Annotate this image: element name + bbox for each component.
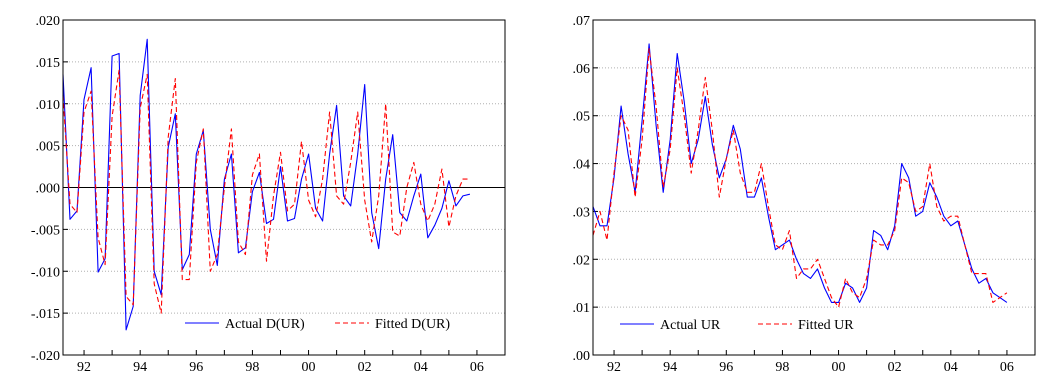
y-tick-label: .06 xyxy=(573,62,591,77)
y-tick-label: .02 xyxy=(573,253,591,268)
y-tick-label: .03 xyxy=(573,205,591,220)
x-tick-label: 98 xyxy=(775,360,789,375)
y-tick-label: .01 xyxy=(573,301,591,316)
x-tick-label: 96 xyxy=(189,360,203,375)
legend-label: Actual D(UR) xyxy=(225,317,305,332)
x-tick-label: 00 xyxy=(302,360,316,375)
plot-frame xyxy=(62,19,506,356)
x-tick-label: 06 xyxy=(1000,360,1014,375)
y-tick-label: .05 xyxy=(573,110,591,125)
y-tick-label: .005 xyxy=(36,140,61,155)
y-tick-label: .07 xyxy=(573,14,591,29)
legend-label: Fitted UR xyxy=(798,318,854,333)
chart-dur-actual-vs-fitted: .020 .015 .010 .005 .000 -.005 -.010 -.015 -.020… xyxy=(31,14,506,375)
x-tick-label: 02 xyxy=(358,360,372,375)
series-line-fitted xyxy=(592,48,1008,308)
x-tick-label: 98 xyxy=(245,360,259,375)
chart-ur-actual-vs-fitted: .07 .06 .05 .04 .03 .02 .01 .00 92 94 96 98 00 02 04 06… xyxy=(573,14,1036,375)
series-line-actual xyxy=(592,43,1008,303)
x-tick-label: 96 xyxy=(719,360,733,375)
y-tick-label: -.015 xyxy=(31,307,60,322)
series-line-actual xyxy=(62,38,471,331)
y-tick-label: .020 xyxy=(36,14,61,29)
x-tick-label: 04 xyxy=(414,360,428,375)
series-line-fitted xyxy=(62,69,470,314)
x-tick-label: 00 xyxy=(832,360,846,375)
x-tick-label: 06 xyxy=(470,360,484,375)
x-tick-label: 94 xyxy=(663,360,677,375)
y-tick-label: .015 xyxy=(36,56,61,71)
y-tick-label: .010 xyxy=(36,98,61,113)
legend-label: Actual UR xyxy=(660,318,721,333)
y-tick-label: -.005 xyxy=(31,223,60,238)
plot-frame xyxy=(592,19,1036,356)
y-tick-label: .04 xyxy=(573,158,591,173)
y-tick-label: .000 xyxy=(36,182,61,197)
y-tick-label: -.010 xyxy=(31,265,60,280)
y-tick-label: .00 xyxy=(573,349,591,364)
legend-label: Fitted D(UR) xyxy=(375,317,450,332)
x-tick-label: 92 xyxy=(77,360,91,375)
x-tick-label: 02 xyxy=(888,360,902,375)
x-tick-label: 92 xyxy=(607,360,621,375)
x-tick-label: 04 xyxy=(944,360,958,375)
x-tick-label: 94 xyxy=(133,360,147,375)
y-tick-label: -.020 xyxy=(31,349,60,364)
